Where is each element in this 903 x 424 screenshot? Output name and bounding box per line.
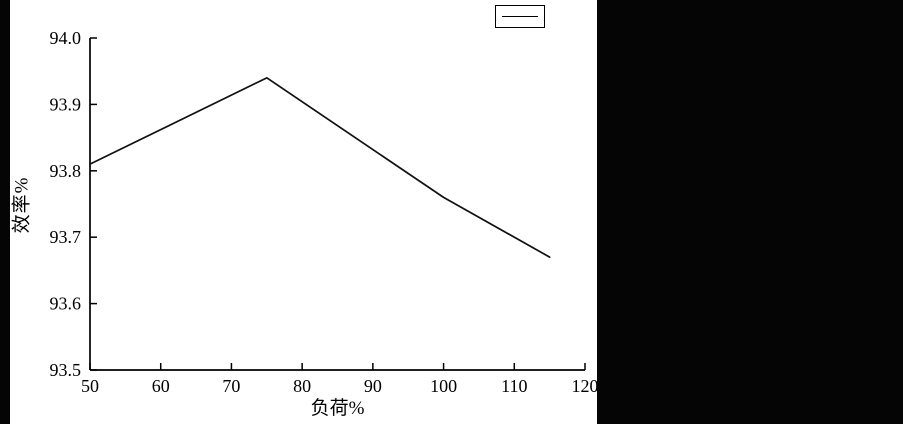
x-tick-label: 100 (430, 376, 457, 396)
x-tick-label: 70 (222, 376, 240, 396)
y-tick-label: 93.7 (50, 227, 82, 247)
y-tick-label: 94.0 (50, 28, 82, 48)
y-axis-label: 效率% (11, 176, 33, 234)
x-tick-label: 120 (572, 376, 598, 396)
y-tick-label: 93.8 (50, 161, 82, 181)
y-tick-label: 93.6 (50, 294, 82, 314)
x-tick-label: 80 (293, 376, 311, 396)
x-tick-label: 50 (81, 376, 99, 396)
x-tick-label: 60 (152, 376, 170, 396)
x-tick-label: 110 (501, 376, 527, 396)
y-tick-label: 93.9 (50, 94, 82, 114)
efficiency-vs-load-line-chart: 50 60 70 80 90 100 110 120 93.5 93.6 93.7 93.8 93.9 9… (50, 28, 598, 396)
chart-panel: 50 60 70 80 90 100 110 120 93.5 93.6 93.7 93.8 93.9 9… (10, 0, 597, 424)
x-axis-label: 负荷% (310, 398, 365, 419)
x-tick-label: 90 (364, 376, 382, 396)
efficiency-series-line (89, 76, 551, 258)
y-tick-label: 93.5 (50, 360, 82, 380)
legend-box (495, 5, 545, 28)
legend-line-sample-icon (502, 16, 538, 17)
